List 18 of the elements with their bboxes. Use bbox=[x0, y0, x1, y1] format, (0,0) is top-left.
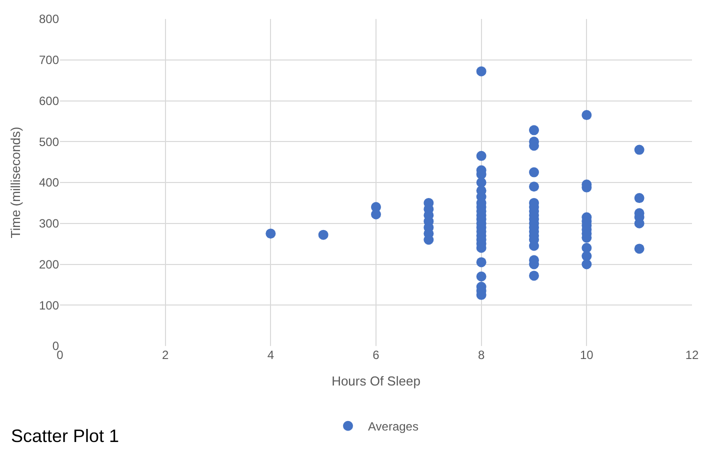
y-tick-label: 800 bbox=[38, 12, 60, 26]
y-tick-label: 100 bbox=[38, 298, 60, 312]
x-tick-label: 4 bbox=[267, 348, 274, 362]
y-tick-label: 500 bbox=[38, 134, 60, 149]
y-tick-label: 600 bbox=[38, 94, 60, 108]
x-tick-label: 10 bbox=[580, 348, 594, 362]
y-tick-label: 300 bbox=[38, 216, 60, 231]
y-tick-label: 200 bbox=[38, 257, 60, 272]
x-axis-title: Hours Of Sleep bbox=[332, 374, 420, 389]
x-tick-label: 12 bbox=[685, 348, 699, 362]
text: Scatter Plot 1 bbox=[11, 426, 120, 446]
legend-label: Averages bbox=[368, 420, 418, 434]
y-tick-label: 400 bbox=[38, 176, 60, 190]
y-axis-title: Time (milliseconds) bbox=[8, 126, 23, 238]
x-tick-label: 8 bbox=[478, 348, 485, 362]
x-tick-label: 2 bbox=[162, 348, 169, 362]
x-tick-label: 6 bbox=[372, 348, 380, 362]
y-tick-label: 700 bbox=[38, 53, 60, 68]
